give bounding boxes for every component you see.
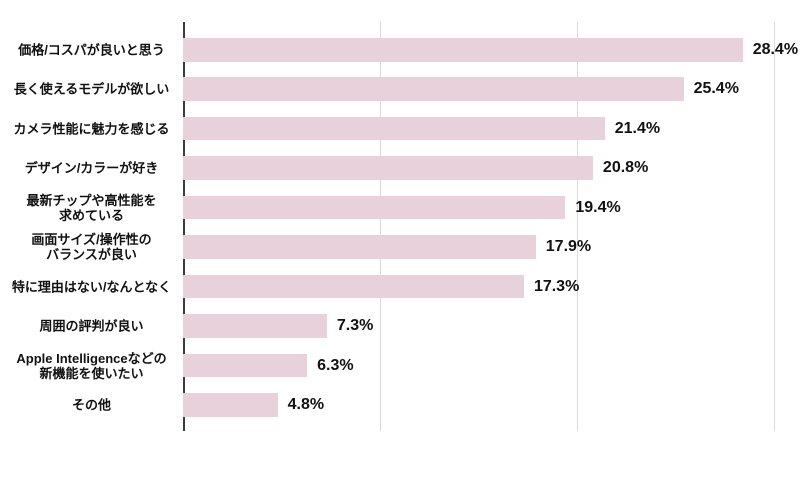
value-label: 4.8% [287,396,325,414]
category-label: 価格/コスパが良いと思う [18,42,165,58]
value-label: 17.9% [545,238,592,256]
value-label: 19.4% [575,198,621,216]
category-label: デザイン/カラーが好き [24,160,159,176]
bar [183,274,524,299]
bar [183,235,536,259]
category-label: その他 [71,397,111,413]
y-axis-line [183,22,185,431]
value-label: 28.4% [752,40,799,58]
value-label: 17.3% [533,277,580,295]
x-gridline [774,22,776,431]
bar [183,156,593,180]
value-label: 25.4% [693,80,739,98]
bar [183,393,278,417]
category-label: カメラ性能に魅力を感じる [13,121,170,137]
bar [183,195,566,220]
bar [183,314,327,338]
value-label: 7.3% [336,317,374,335]
bar [183,38,743,62]
bar [183,116,605,141]
category-label: 画面サイズ/操作性の バランスが良い [31,232,152,263]
category-label: 周囲の評判が良い [39,318,144,334]
value-label: 20.8% [602,159,649,177]
category-label: Apple Intelligenceなどの 新機能を使いたい [16,350,167,381]
value-label: 6.3% [317,356,354,374]
category-label: 長く使えるモデルが欲しい [13,81,170,97]
value-label: 21.4% [614,119,661,137]
bar [183,77,684,101]
category-label: 最新チップや高性能を 求めている [26,192,157,223]
bar [183,353,308,378]
category-label: 特に理由はない/なんとなく [11,279,172,295]
x-gridline [380,22,382,431]
x-gridline [577,22,579,431]
